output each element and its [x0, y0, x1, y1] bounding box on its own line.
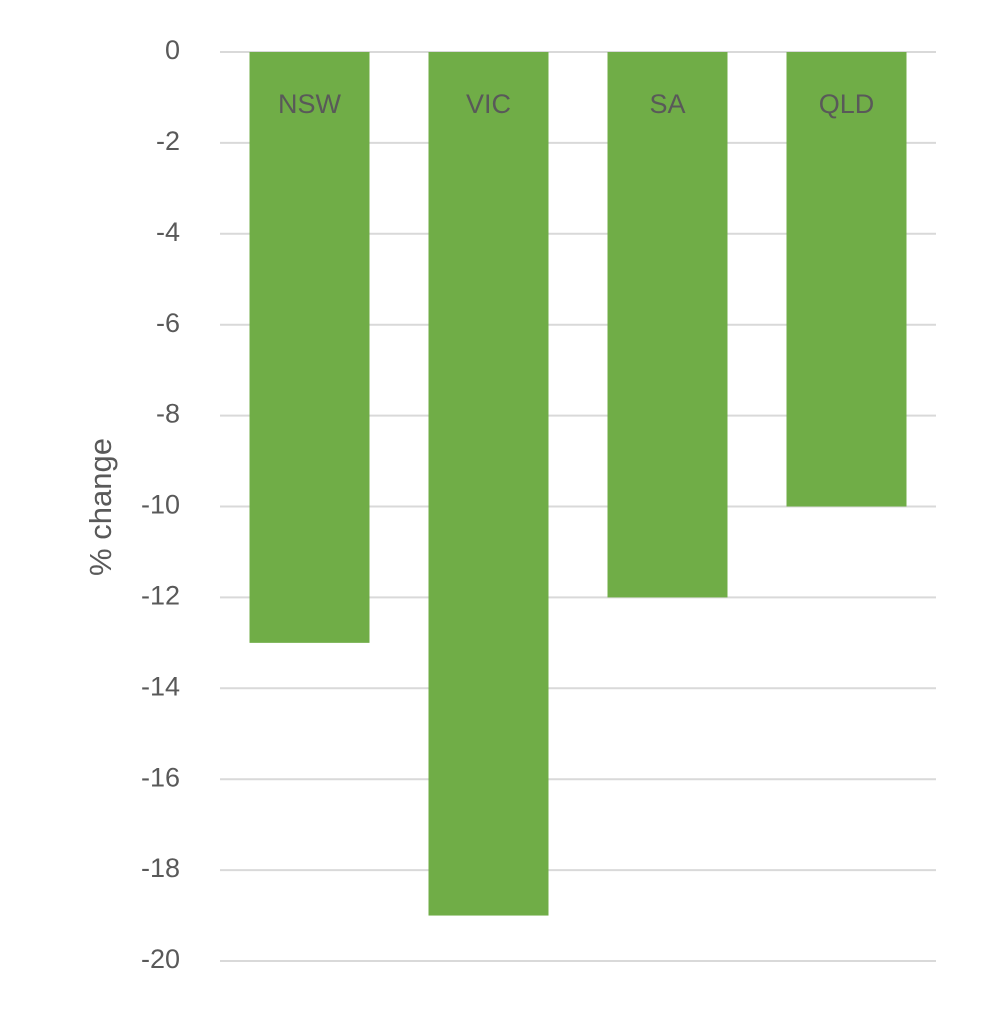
y-tick-label: -8	[156, 399, 180, 429]
y-tick-label: -18	[141, 853, 180, 883]
y-tick-labels: 0 -2 -4 -6 -8 -10 -12 -14 -16 -18 -20	[141, 35, 180, 974]
bar-vic	[428, 52, 549, 916]
bar-sa	[607, 52, 728, 598]
y-tick-label: -16	[141, 762, 180, 792]
y-tick-label: -4	[156, 217, 180, 247]
y-tick-label: -2	[156, 126, 180, 156]
bars	[249, 52, 907, 916]
y-tick-label: -6	[156, 308, 180, 338]
category-label-vic: VIC	[466, 89, 511, 119]
category-label-nsw: NSW	[278, 89, 342, 119]
category-label-qld: QLD	[819, 89, 875, 119]
y-tick-label: 0	[165, 35, 180, 65]
y-axis-title: % change	[83, 438, 118, 576]
category-label-sa: SA	[649, 89, 685, 119]
category-labels: NSW VIC SA QLD	[278, 89, 874, 119]
y-tick-label: -12	[141, 581, 180, 611]
bar-nsw	[249, 52, 370, 643]
y-tick-label: -10	[141, 490, 180, 520]
y-tick-label: -14	[141, 671, 180, 701]
y-tick-label: -20	[141, 944, 180, 974]
bar-qld	[786, 52, 907, 507]
